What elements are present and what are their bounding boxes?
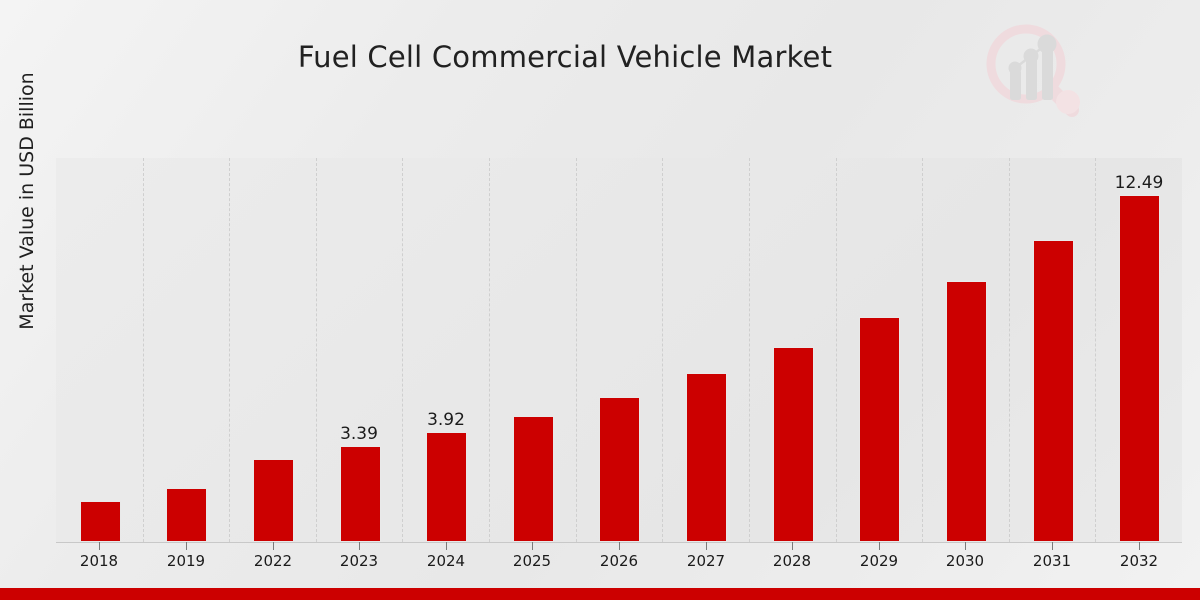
x-tick-2027: [706, 542, 707, 550]
x-axis-label-2029: 2029: [859, 552, 899, 570]
bar-2032[interactable]: [1119, 195, 1160, 542]
plot-area: 3.39 3.92 12.49: [56, 158, 1182, 542]
bar-2022[interactable]: [253, 459, 294, 542]
bar-value-label-2024: 3.92: [427, 410, 465, 430]
bar-value-label-2032: 12.49: [1114, 173, 1164, 193]
bar-2023[interactable]: [340, 446, 381, 542]
bar-2031[interactable]: [1033, 240, 1074, 542]
x-tick-2031: [1052, 542, 1053, 550]
bar-2027[interactable]: [686, 373, 727, 542]
gridline: [1095, 158, 1097, 542]
gridline: [489, 158, 491, 542]
bar-2029[interactable]: [859, 317, 900, 542]
x-axis-label-2028: 2028: [772, 552, 812, 570]
x-axis-label-2031: 2031: [1032, 552, 1072, 570]
x-tick-2032: [1139, 542, 1140, 550]
x-tick-2022: [273, 542, 274, 550]
x-tick-2028: [792, 542, 793, 550]
x-tick-2019: [186, 542, 187, 550]
x-axis-label-2022: 2022: [253, 552, 293, 570]
x-tick-2025: [532, 542, 533, 550]
gridline: [315, 158, 317, 542]
x-axis-label-2018: 2018: [79, 552, 119, 570]
gridline: [575, 158, 577, 542]
x-axis-label-2019: 2019: [166, 552, 206, 570]
x-axis-label-2032: 2032: [1119, 552, 1159, 570]
gridline: [922, 158, 924, 542]
x-tick-2024: [446, 542, 447, 550]
y-axis-title: Market Value in USD Billion: [16, 72, 38, 330]
market-research-magnifier-logo: [980, 18, 1088, 118]
bar-value-label-2023: 3.39: [340, 424, 378, 444]
bar-2026[interactable]: [599, 397, 640, 542]
x-axis-label-2026: 2026: [599, 552, 639, 570]
x-tick-2023: [359, 542, 360, 550]
bar-2025[interactable]: [513, 416, 554, 542]
gridline: [229, 158, 231, 542]
bar-2019[interactable]: [166, 488, 207, 542]
bar-2030[interactable]: [946, 281, 987, 542]
gridline: [1008, 158, 1010, 542]
x-tick-2018: [99, 542, 100, 550]
bar-2024[interactable]: [426, 432, 467, 542]
bar-2028[interactable]: [773, 347, 814, 542]
gridline: [142, 158, 144, 542]
gridline: [835, 158, 837, 542]
x-axis-label-2023: 2023: [339, 552, 379, 570]
bottom-accent-band: [0, 588, 1200, 600]
x-axis-label-2024: 2024: [426, 552, 466, 570]
bar-2018[interactable]: [80, 501, 121, 542]
chart-title: Fuel Cell Commercial Vehicle Market: [297, 40, 833, 74]
x-axis-label-2027: 2027: [686, 552, 726, 570]
x-tick-2030: [965, 542, 966, 550]
gridline: [402, 158, 404, 542]
gridline: [662, 158, 664, 542]
gridline: [748, 158, 750, 542]
x-axis-label-2030: 2030: [945, 552, 985, 570]
x-axis-label-2025: 2025: [512, 552, 552, 570]
x-tick-2026: [619, 542, 620, 550]
x-tick-2029: [879, 542, 880, 550]
